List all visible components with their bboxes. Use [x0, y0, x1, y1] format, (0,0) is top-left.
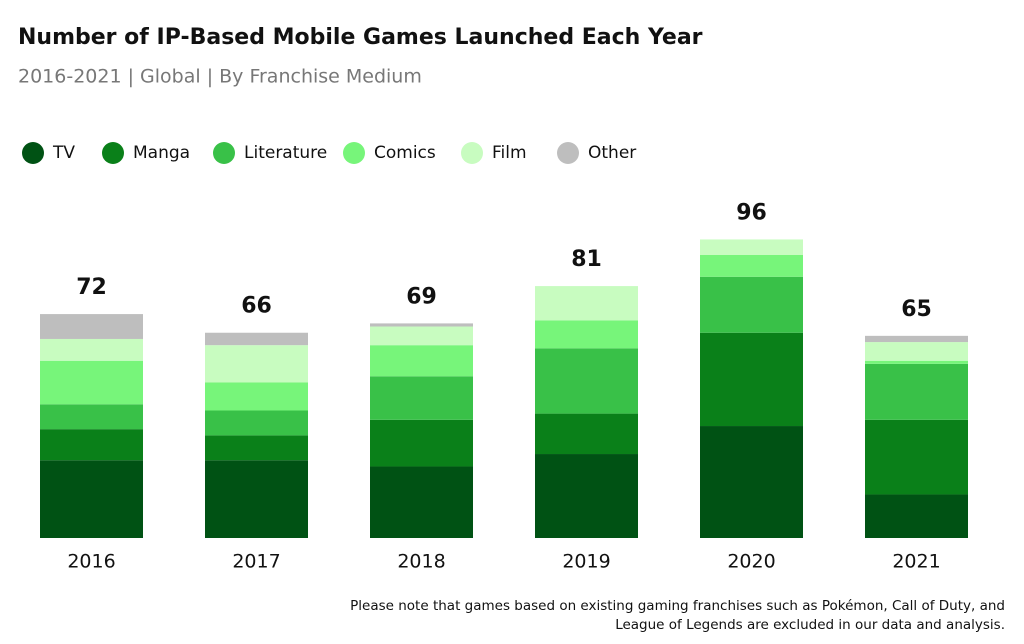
total-label: 81	[571, 247, 602, 272]
bar-segment	[535, 454, 638, 538]
bar-segment	[40, 404, 143, 430]
legend-swatch	[461, 142, 483, 164]
x-tick-label: 2017	[232, 551, 280, 573]
x-tick-label: 2018	[397, 551, 445, 573]
total-label: 66	[241, 294, 272, 319]
chart-subtitle: 2016-2021 | Global | By Franchise Medium	[18, 66, 422, 88]
bar-segment	[205, 460, 308, 538]
bar-segment	[865, 335, 968, 343]
legend-swatch	[102, 142, 124, 164]
legend-label: Manga	[133, 143, 190, 163]
bar-segment	[865, 494, 968, 538]
bar-segment	[40, 338, 143, 361]
legend-label: Literature	[244, 143, 327, 163]
legend-swatch	[343, 142, 365, 164]
chart-title: Number of IP-Based Mobile Games Launched…	[18, 25, 703, 50]
bar-segment	[40, 314, 143, 339]
bar-segment	[40, 360, 143, 405]
bar-segment	[535, 348, 638, 414]
total-label: 96	[736, 200, 767, 225]
legend-swatch	[557, 142, 579, 164]
bar-segment	[865, 363, 968, 420]
total-label: 65	[901, 297, 932, 322]
footnote: League of Legends are excluded in our da…	[615, 617, 1005, 633]
bar-segment	[370, 323, 473, 327]
bar-segment	[370, 326, 473, 346]
x-tick-label: 2021	[892, 551, 940, 573]
bar-segment	[205, 345, 308, 383]
total-label: 72	[76, 275, 107, 300]
bar-segment	[865, 419, 968, 495]
legend-label: Film	[492, 143, 527, 163]
bar-segment	[700, 276, 803, 333]
bar-segment	[40, 460, 143, 538]
bar-segment	[370, 345, 473, 377]
bar-segment	[205, 382, 308, 411]
x-tick-label: 2020	[727, 551, 775, 573]
bar-segment	[535, 320, 638, 349]
x-tick-label: 2019	[562, 551, 610, 573]
footnote: Please note that games based on existing…	[350, 598, 1005, 614]
bar-segment	[535, 413, 638, 455]
bar-segment	[865, 360, 968, 364]
legend-swatch	[22, 142, 44, 164]
legend-label: Other	[588, 143, 636, 163]
bar-segment	[370, 419, 473, 467]
bar-segment	[40, 429, 143, 461]
bar-segment	[700, 254, 803, 277]
bar-segment	[700, 332, 803, 427]
bar-segment	[865, 342, 968, 361]
bar-segment	[205, 332, 308, 346]
x-tick-label: 2016	[67, 551, 115, 573]
bar-segment	[700, 239, 803, 255]
legend-label: Comics	[374, 143, 436, 163]
bar-segment	[535, 286, 638, 321]
bar-segment	[370, 466, 473, 538]
bar-segment	[700, 426, 803, 538]
legend-label: TV	[52, 143, 75, 163]
total-label: 69	[406, 284, 437, 309]
bar-segment	[205, 410, 308, 436]
bar-segment	[205, 435, 308, 461]
legend-swatch	[213, 142, 235, 164]
bar-segment	[370, 376, 473, 420]
